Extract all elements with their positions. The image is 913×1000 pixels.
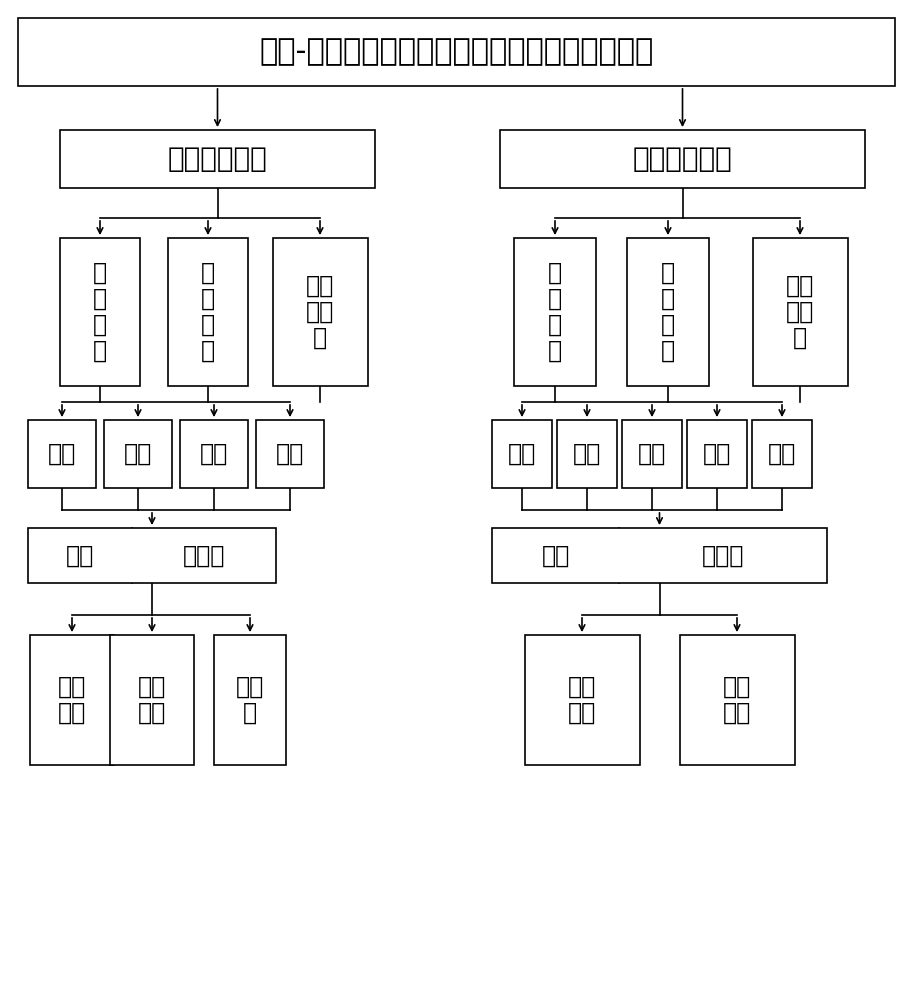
Text: 频响
函数: 频响 函数 (138, 675, 166, 725)
Bar (492, 420, 552, 488)
Text: 液
固
耦
合: 液 固 耦 合 (201, 261, 215, 363)
Text: 叶片-转子系统流固耦合动态特性试验装置的功能: 叶片-转子系统流固耦合动态特性试验装置的功能 (259, 37, 654, 66)
Bar (272, 238, 368, 386)
Bar (104, 420, 172, 488)
Text: 位移: 位移 (66, 544, 94, 568)
Text: 位移: 位移 (541, 544, 570, 568)
Bar (180, 420, 248, 488)
Text: 振动响应试验: 振动响应试验 (633, 145, 732, 173)
Text: 激励: 激励 (768, 442, 796, 466)
Text: 气液
固耦
合: 气液 固耦 合 (306, 274, 334, 350)
Text: 振动
响应: 振动 响应 (723, 675, 751, 725)
Text: 模态特性试验: 模态特性试验 (168, 145, 268, 173)
Text: 转速: 转速 (276, 442, 304, 466)
Text: 阻尼
比: 阻尼 比 (236, 675, 264, 725)
Text: 转速: 转速 (703, 442, 731, 466)
Text: 加速度: 加速度 (183, 544, 226, 568)
Text: 气
固
耦
合: 气 固 耦 合 (93, 261, 107, 363)
Text: 压力: 压力 (508, 442, 536, 466)
Bar (500, 130, 865, 188)
Text: 气
固
耦
合: 气 固 耦 合 (548, 261, 562, 363)
Bar (28, 420, 96, 488)
Bar (524, 635, 639, 765)
Text: 加速度: 加速度 (702, 544, 744, 568)
Bar (256, 420, 324, 488)
Bar (28, 528, 276, 583)
Text: 频响
函数: 频响 函数 (568, 675, 596, 725)
Bar (622, 420, 682, 488)
Bar (557, 420, 617, 488)
Bar (60, 130, 375, 188)
Text: 温度: 温度 (572, 442, 601, 466)
Text: 流速: 流速 (200, 442, 228, 466)
Bar (752, 420, 812, 488)
Bar (18, 18, 895, 86)
Bar (110, 635, 194, 765)
Bar (514, 238, 596, 386)
Text: 液
固
耦
合: 液 固 耦 合 (661, 261, 675, 363)
Bar (60, 238, 140, 386)
Text: 固有
频率: 固有 频率 (58, 675, 86, 725)
Text: 气液
固耦
合: 气液 固耦 合 (786, 274, 814, 350)
Bar (687, 420, 747, 488)
Bar (679, 635, 794, 765)
Bar (752, 238, 847, 386)
Bar (168, 238, 248, 386)
Bar (492, 528, 827, 583)
Text: 流速: 流速 (638, 442, 666, 466)
Text: 温度: 温度 (124, 442, 152, 466)
Bar (214, 635, 286, 765)
Bar (627, 238, 709, 386)
Text: 压力: 压力 (47, 442, 76, 466)
Bar (30, 635, 114, 765)
